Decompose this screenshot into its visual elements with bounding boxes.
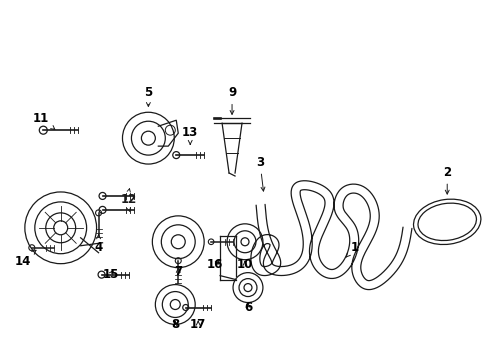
Text: 12: 12 <box>120 193 136 206</box>
Text: 3: 3 <box>255 156 264 191</box>
Text: 11: 11 <box>33 112 55 130</box>
Text: 2: 2 <box>442 166 450 194</box>
Text: 14: 14 <box>15 250 36 268</box>
Text: 8: 8 <box>171 318 179 331</box>
Text: 5: 5 <box>144 86 152 107</box>
Text: 10: 10 <box>236 258 253 271</box>
Text: 17: 17 <box>190 318 206 331</box>
Text: 4: 4 <box>94 235 102 254</box>
Text: 9: 9 <box>227 86 236 114</box>
Text: 13: 13 <box>182 126 198 144</box>
Text: 6: 6 <box>244 301 252 314</box>
Text: 15: 15 <box>102 268 119 281</box>
Text: 16: 16 <box>206 258 223 271</box>
Text: 1: 1 <box>345 241 358 257</box>
Text: 7: 7 <box>174 265 182 278</box>
